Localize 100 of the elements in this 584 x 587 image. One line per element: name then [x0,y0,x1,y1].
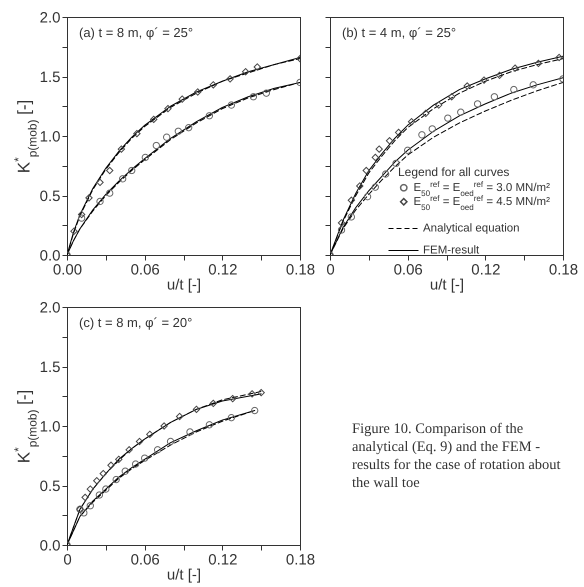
x-tick-label: 0 [326,262,335,278]
point [408,118,416,126]
y-tick-label: 0.0 [40,538,60,554]
point [106,189,114,197]
point [386,137,394,144]
point [364,193,372,200]
point [338,226,346,234]
y-tick-label: 0.0 [40,248,60,264]
legend-label: FEM-result [423,244,480,256]
caption: Figure 10. Comparison of the analytical (Eq. 9) and the FEM - results for the case of rotation about the wall toe [352,420,562,492]
point [448,93,456,100]
point [86,485,94,493]
point [118,145,126,153]
point [435,101,442,109]
point [511,64,519,72]
x-tick-label: 0.06 [130,262,160,278]
annotation: (a) t = 8 m, φ´ = 25° [79,25,194,40]
point [210,400,217,408]
point [78,210,86,218]
point [112,476,120,484]
point [96,491,104,499]
x-tick-label: 0.12 [208,262,238,278]
point [490,93,498,100]
point [228,101,236,109]
point [372,184,379,191]
point [464,82,471,90]
point [480,76,488,84]
point [154,446,162,454]
point [166,438,174,446]
point [163,134,170,141]
point [254,63,261,71]
y-tick-label: 2.0 [40,10,60,26]
point [102,485,110,493]
y-tick-label: 1.0 [40,418,60,436]
legend-label: Analytical equation [423,222,520,234]
point [100,470,107,478]
point [194,88,202,96]
x-axis-title: u/t [-] [430,276,464,294]
point [228,414,236,422]
point [248,390,256,398]
point [78,214,86,222]
point [474,100,482,108]
point [404,146,412,154]
point [362,166,370,174]
point [372,154,379,162]
point [176,412,184,420]
x-axis-title: u/t [-] [166,276,202,294]
point [348,196,356,204]
point [86,502,94,510]
point [392,160,400,168]
point [142,154,149,162]
y-tick-label: 1.5 [40,359,60,376]
point [555,54,563,62]
point [133,130,141,138]
point [125,446,133,454]
point [107,462,115,469]
point [96,178,104,186]
point [93,477,100,484]
point [186,428,194,436]
point [128,166,136,174]
legend-title: Legend for all curves [398,165,510,179]
point [258,389,265,396]
point [174,128,182,135]
point [115,456,122,463]
point [136,438,144,446]
point [382,170,390,178]
annotation: (b) t = 4 m, φ´ = 25° [342,25,456,40]
point [70,228,78,235]
point [192,406,200,413]
point [141,454,148,462]
point [496,72,504,79]
point [348,213,356,221]
x-tick-label: 0.12 [471,262,500,278]
point [119,175,126,182]
point [457,108,464,116]
point [150,116,158,123]
point [394,128,402,136]
y-tick-label: 1.5 [40,69,60,86]
point [96,198,104,206]
y-tick-label: 2.0 [40,300,60,316]
point [146,430,154,438]
x-tick-label: 0.18 [286,262,316,278]
point [510,86,518,94]
point [122,468,129,475]
point [206,421,214,428]
x-tick-label: 0.12 [208,552,238,568]
point [152,142,160,150]
x-axis-title: u/t [-] [166,566,202,584]
point [229,394,236,402]
point [444,114,452,122]
x-tick-label: 0.18 [548,262,578,278]
point [422,110,430,118]
point [530,81,537,88]
x-tick-label: 0.06 [394,262,423,278]
point [85,194,93,202]
x-tick-label: 0.18 [286,552,316,568]
point [376,145,383,153]
point [250,93,258,100]
x-tick-label: 0.00 [52,262,82,278]
y-tick-label: 1.0 [40,128,60,146]
